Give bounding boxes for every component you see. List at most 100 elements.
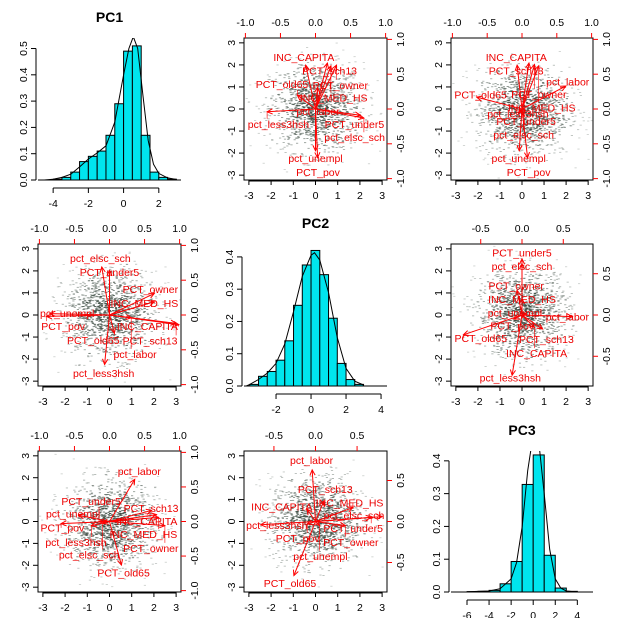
scatter-point [524,266,527,268]
scatter-point [304,111,307,112]
scatter-point [113,252,116,254]
scatter-point [521,82,524,84]
scatter-point [309,72,312,74]
scatter-point [536,152,539,154]
arrow-line [521,64,536,110]
scatter-point [544,116,548,118]
scatter-point [542,116,546,118]
scatter-point [64,325,68,327]
scatter-point [557,278,560,280]
scatter-point [543,108,547,110]
scatter-point [516,125,519,127]
scatter-point [562,115,565,117]
loading-label: PCT_old65 [256,79,309,91]
scatter-point [69,319,72,321]
scatter-point [295,105,298,107]
scatter-point [84,331,87,332]
scatter-point [501,114,504,115]
scatter-point [277,114,280,116]
scatter-point [337,58,340,60]
scatter-point [117,301,120,303]
scatter-point [309,95,312,97]
scatter-point [534,310,537,312]
scatter-point [264,125,267,127]
scatter-point [484,366,487,367]
scatter-point [124,292,127,294]
loading-label: pct_less3hsh [487,108,548,120]
scatter-point [143,307,146,309]
scatter-point [532,140,535,142]
scatter-point [124,276,127,278]
scatter-point [312,94,315,96]
scatter-point [98,329,101,331]
scatter-point [514,303,517,305]
scatter-point [503,109,506,110]
arrow-line [104,314,110,365]
scatter-point [526,103,529,105]
scatter-point [541,82,545,84]
scatter-point [502,312,505,314]
scatter-point [530,105,534,107]
scatter-point [559,274,562,276]
scatter-point [528,324,531,326]
scatter-point [330,98,333,100]
loading-label: PCT_pov [296,167,341,179]
scatter-point [560,158,563,160]
scatter-point [317,75,320,77]
scatter-point [268,133,272,135]
scatter-point [137,288,140,289]
scatter-point [107,359,110,361]
scatter-point [153,329,156,330]
y-tick-label: 0.2 [224,314,236,329]
scatter-point [525,162,528,164]
scatter-point [562,101,565,102]
scatter-point [285,171,289,173]
scatter-point [92,326,95,328]
scatter-point [320,76,323,78]
scatter-point [79,316,82,317]
scatter-point [525,114,528,115]
scatter-point [341,161,344,163]
scatter-point [549,92,552,94]
scatter-point [491,120,494,121]
scatter-point [122,305,126,307]
scatter-point [569,313,573,315]
scatter-point [106,316,110,318]
scatter-point [89,344,92,346]
scatter-point [516,118,519,120]
top-tick-label: -0.5 [271,17,289,29]
scatter-point [507,298,510,300]
scatter-point [522,323,525,325]
scatter-point [298,104,301,106]
scatter-point [173,329,176,331]
scatter-point [285,103,288,105]
scatter-point [502,120,506,122]
scatter-point [112,332,115,334]
y-tick-label: -3 [20,376,32,385]
scatter-point [528,99,531,101]
scatter-point [513,93,516,95]
scatter-point [150,298,154,300]
scatter-point [532,302,535,304]
scatter-point [337,101,340,103]
scatter-point [540,341,543,343]
top-tick-label: -0.5 [478,17,496,29]
scatter-point [83,318,86,320]
scatter-point [511,124,514,126]
scatter-point [319,105,322,107]
scatter-point [530,99,533,101]
scatter-point [125,330,128,332]
scatter-point [534,104,537,106]
scatter-point [130,322,134,324]
scatter-point [293,90,297,92]
scatter-point [311,114,314,116]
scatter-point [131,314,134,316]
scatter-point [138,304,142,305]
arrow-line [46,314,110,317]
scatter-point [319,97,322,99]
histogram-bar [336,362,347,387]
scatter-point [507,93,510,95]
scatter-point [499,113,502,114]
scatter-point [527,120,530,122]
scatter-point [529,123,532,124]
